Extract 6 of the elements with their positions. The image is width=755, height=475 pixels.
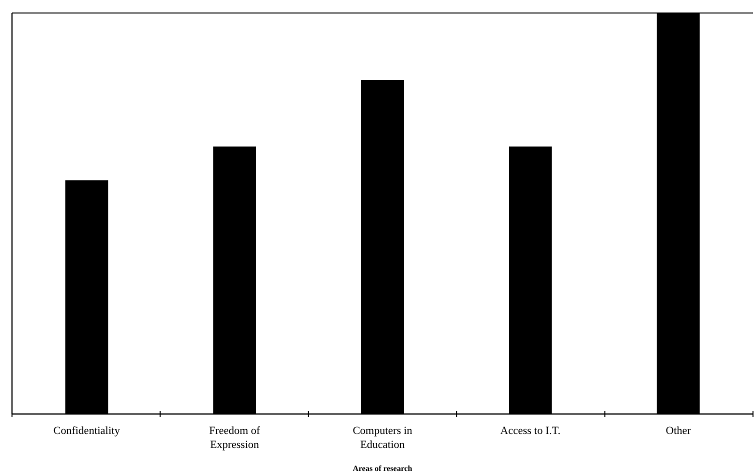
x-tick-label: Access to I.T. [500,425,561,437]
x-tick-label: Other [666,425,692,437]
x-axis-title: Areas of research [352,464,413,473]
x-tick-label: Computers in Education [352,425,413,451]
x-tick-label: Freedom of Expression [209,425,260,451]
x-tick-label: Confidentiality [53,425,120,437]
